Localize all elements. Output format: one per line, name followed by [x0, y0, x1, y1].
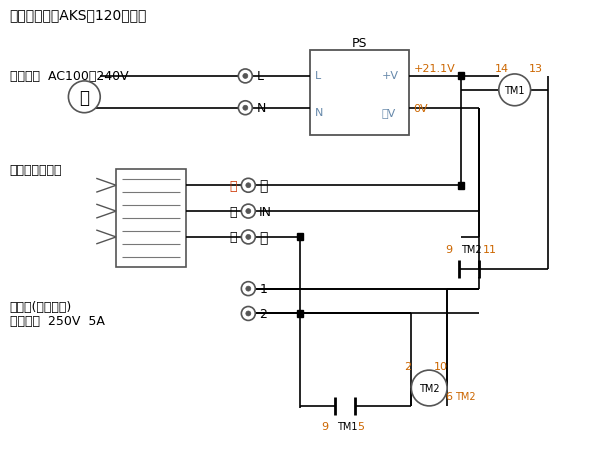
- Circle shape: [241, 231, 255, 244]
- Text: 10: 10: [434, 361, 448, 371]
- Text: TM2: TM2: [419, 383, 440, 393]
- Bar: [458, 182, 464, 189]
- Text: +V: +V: [382, 71, 398, 81]
- Text: 9: 9: [445, 244, 452, 254]
- Circle shape: [499, 75, 530, 106]
- Text: +21.1V: +21.1V: [413, 64, 455, 74]
- Circle shape: [243, 106, 248, 111]
- Text: L: L: [315, 71, 321, 81]
- Text: 白: 白: [229, 205, 236, 218]
- Text: 電源入力  AC100～240V: 電源入力 AC100～240V: [10, 70, 128, 83]
- Circle shape: [243, 74, 248, 79]
- Text: 雪センサー：AKS－120＊－＊: 雪センサー：AKS－120＊－＊: [10, 8, 147, 22]
- Text: 1: 1: [259, 283, 267, 295]
- Text: 13: 13: [529, 64, 542, 74]
- Circle shape: [238, 70, 252, 84]
- Text: TM2: TM2: [455, 391, 476, 401]
- Bar: [296, 310, 304, 317]
- Text: N: N: [315, 107, 323, 117]
- Text: 5: 5: [358, 421, 365, 431]
- Text: TM1: TM1: [337, 421, 357, 431]
- Text: －: －: [259, 230, 268, 244]
- Text: 2: 2: [259, 307, 267, 320]
- Text: 雪センサー入力: 雪センサー入力: [10, 163, 62, 177]
- Circle shape: [241, 205, 255, 218]
- Bar: [116, 170, 186, 267]
- Text: N: N: [256, 102, 266, 115]
- Text: TM1: TM1: [505, 86, 525, 96]
- Text: PS: PS: [352, 36, 367, 50]
- Bar: [458, 73, 464, 80]
- Text: TM2: TM2: [461, 244, 482, 254]
- Text: 6: 6: [445, 391, 452, 401]
- Circle shape: [246, 183, 251, 188]
- Circle shape: [238, 101, 252, 116]
- Bar: [310, 51, 409, 135]
- Text: ＋: ＋: [259, 179, 268, 193]
- Text: －V: －V: [382, 107, 396, 117]
- Bar: [296, 234, 304, 241]
- Text: ～: ～: [79, 89, 89, 106]
- Text: 制御出力  250V  5A: 制御出力 250V 5A: [10, 314, 104, 327]
- Circle shape: [246, 311, 251, 316]
- Circle shape: [241, 282, 255, 296]
- Text: 9: 9: [321, 421, 328, 431]
- Circle shape: [68, 82, 100, 113]
- Text: 黒: 黒: [229, 231, 236, 244]
- Circle shape: [241, 307, 255, 321]
- Text: 赤: 赤: [229, 179, 236, 192]
- Circle shape: [412, 370, 447, 406]
- Text: L: L: [256, 70, 263, 83]
- Text: IN: IN: [259, 205, 272, 218]
- Circle shape: [246, 287, 251, 292]
- Text: 0V: 0V: [413, 103, 428, 113]
- Circle shape: [246, 209, 251, 214]
- Text: 雪出力(接点出力): 雪出力(接点出力): [10, 300, 72, 313]
- Circle shape: [241, 179, 255, 193]
- Text: 2: 2: [404, 361, 412, 371]
- Text: 14: 14: [495, 64, 509, 74]
- Circle shape: [246, 235, 251, 240]
- Text: 11: 11: [483, 244, 497, 254]
